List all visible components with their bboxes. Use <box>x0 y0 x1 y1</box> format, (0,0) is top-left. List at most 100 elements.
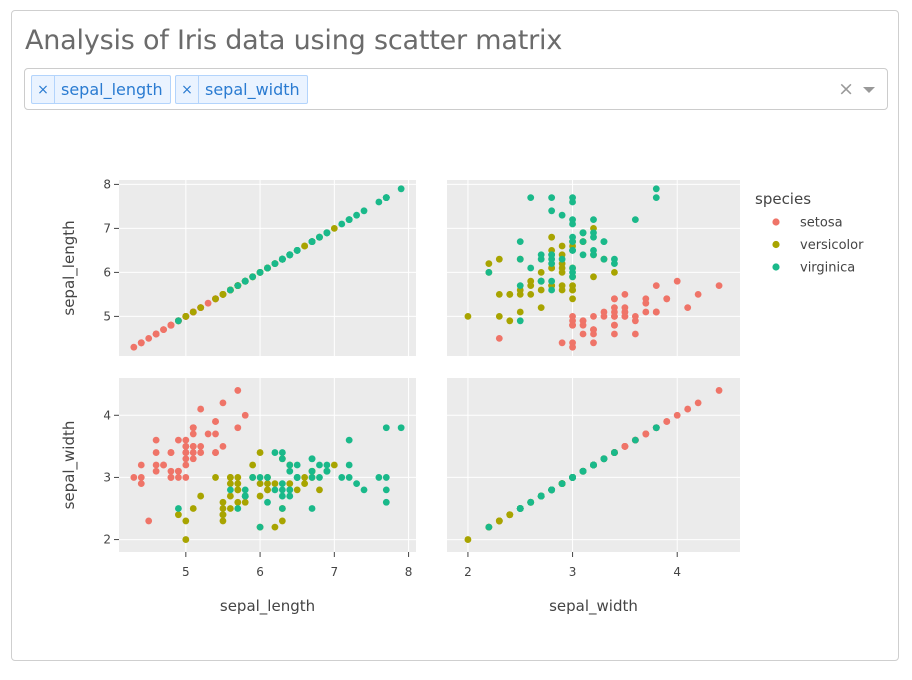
point-virginica <box>600 455 608 463</box>
point-versicolor <box>182 536 190 543</box>
point-versicolor <box>506 291 514 298</box>
point-versicolor <box>558 282 566 289</box>
legend: species setosa versicolor virginica <box>755 190 864 276</box>
point-setosa <box>684 405 692 413</box>
point-versicolor <box>537 286 545 294</box>
point-virginica <box>516 255 524 263</box>
point-virginica <box>611 260 618 267</box>
point-virginica <box>600 238 608 246</box>
point-virginica <box>278 455 286 463</box>
x-tick-label: 6 <box>256 565 264 579</box>
clear-all-icon[interactable]: × <box>838 78 854 100</box>
point-virginica <box>241 486 249 494</box>
y-tick-label: 6 <box>103 265 111 279</box>
point-virginica <box>345 216 353 224</box>
point-setosa <box>152 449 160 456</box>
point-versicolor <box>234 486 242 494</box>
point-virginica <box>611 449 618 456</box>
point-versicolor <box>226 505 234 512</box>
point-versicolor <box>197 492 205 500</box>
point-virginica <box>382 194 390 202</box>
point-setosa <box>160 461 167 469</box>
point-setosa <box>621 304 629 311</box>
point-virginica <box>278 449 286 456</box>
panel-sepal_width-vs-sepal_length <box>119 378 416 552</box>
point-versicolor <box>234 480 242 488</box>
point-versicolor <box>558 242 566 250</box>
point-versicolor <box>219 505 227 512</box>
point-versicolor <box>189 505 197 512</box>
point-setosa <box>167 474 175 481</box>
point-setosa <box>579 330 587 338</box>
remove-sepal-width-icon[interactable]: × <box>176 76 199 103</box>
point-setosa <box>167 467 175 475</box>
point-versicolor <box>548 233 556 241</box>
legend-item-virginica[interactable]: virginica <box>800 261 855 276</box>
point-setosa <box>182 474 190 481</box>
point-virginica <box>353 480 360 488</box>
point-setosa <box>694 291 702 298</box>
point-versicolor <box>226 492 234 500</box>
point-setosa <box>673 411 681 419</box>
point-versicolor <box>558 269 566 276</box>
point-virginica <box>293 247 301 254</box>
panel-background <box>119 378 416 552</box>
point-virginica <box>278 505 286 512</box>
point-setosa <box>145 335 153 342</box>
point-versicolor <box>506 511 514 519</box>
point-versicolor <box>234 474 242 481</box>
point-setosa <box>152 467 160 475</box>
point-virginica <box>271 260 279 267</box>
point-virginica <box>548 207 556 215</box>
point-versicolor <box>226 480 234 488</box>
point-virginica <box>345 461 353 469</box>
point-virginica <box>323 467 331 475</box>
point-versicolor <box>219 291 227 298</box>
point-setosa <box>219 442 227 450</box>
legend-marker-setosa[interactable] <box>772 218 780 226</box>
panel-sepal_length-vs-sepal_width <box>447 180 740 356</box>
point-setosa <box>715 387 723 394</box>
point-setosa <box>167 321 175 329</box>
point-setosa <box>182 442 190 450</box>
point-virginica <box>382 474 390 481</box>
point-setosa <box>204 299 212 307</box>
point-versicolor <box>301 474 309 481</box>
point-virginica <box>537 255 545 263</box>
x-tick-label: 8 <box>405 565 413 579</box>
point-versicolor <box>264 486 271 494</box>
point-virginica <box>569 273 576 281</box>
point-virginica <box>241 492 249 500</box>
point-virginica <box>234 282 242 289</box>
point-setosa <box>234 424 242 432</box>
legend-marker-virginica[interactable] <box>772 263 780 271</box>
point-setosa <box>611 308 618 316</box>
x-tick-label: 4 <box>673 565 681 579</box>
point-virginica <box>256 269 264 276</box>
point-virginica <box>516 238 524 246</box>
point-virginica <box>382 486 390 494</box>
chevron-down-icon[interactable] <box>863 87 875 93</box>
point-versicolor <box>569 295 576 303</box>
dimension-multiselect[interactable]: × sepal_length × sepal_width × <box>24 68 888 110</box>
point-virginica <box>527 498 535 506</box>
point-virginica <box>286 492 294 500</box>
point-virginica <box>249 273 257 281</box>
legend-marker-versicolor[interactable] <box>772 240 780 249</box>
point-setosa <box>167 449 175 456</box>
legend-item-versicolor[interactable]: versicolor <box>800 238 864 253</box>
point-virginica <box>293 474 301 481</box>
point-setosa <box>197 449 205 456</box>
point-virginica <box>345 474 353 481</box>
legend-item-setosa[interactable]: setosa <box>800 216 843 231</box>
point-setosa <box>197 442 205 450</box>
point-setosa <box>130 343 138 351</box>
point-setosa <box>182 436 190 444</box>
remove-sepal-length-icon[interactable]: × <box>32 76 55 103</box>
point-setosa <box>715 282 723 289</box>
point-versicolor <box>212 474 219 481</box>
point-virginica <box>271 449 279 456</box>
point-setosa <box>137 480 145 488</box>
point-virginica <box>652 424 660 432</box>
